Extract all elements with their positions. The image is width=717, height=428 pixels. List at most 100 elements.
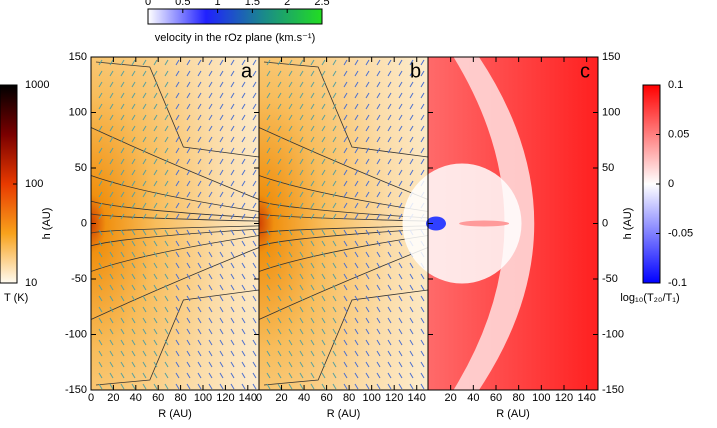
velocity-arrow <box>98 350 103 357</box>
velocity-arrow <box>120 114 125 121</box>
velocity-arrow <box>288 147 293 154</box>
velocity-arrow <box>109 339 114 346</box>
velocity-arrow <box>164 284 169 291</box>
velocity-arrow <box>252 70 257 77</box>
velocity-arrow <box>109 328 114 335</box>
velocity-arrow <box>398 92 403 99</box>
velocity-arrow <box>387 383 392 390</box>
y-tick-label: -50 <box>71 273 87 285</box>
velocity-arrow <box>343 328 348 335</box>
velocity-arrow <box>164 59 169 66</box>
velocity-arrow <box>354 103 359 110</box>
velocity-arrow <box>288 70 293 77</box>
velocity-arrow <box>332 251 337 258</box>
velocity-arrow <box>208 147 213 154</box>
velocity-arrow <box>332 284 337 291</box>
velocity-arrow <box>420 92 425 99</box>
velocity-arrow <box>230 284 235 291</box>
velocity-arrow <box>332 295 337 302</box>
velocity-arrow <box>365 202 370 209</box>
velocity-arrow <box>131 328 136 335</box>
velocity-arrow <box>153 273 158 280</box>
velocity-arrow <box>332 273 337 280</box>
velocity-arrow <box>354 295 359 302</box>
velocity-arrow <box>310 240 315 247</box>
velocity-arrow <box>343 202 348 209</box>
velocity-arrow <box>299 339 304 346</box>
x-tick-label: 60 <box>152 392 164 404</box>
velocity-arrow <box>252 361 257 368</box>
velocity-arrow <box>120 202 125 209</box>
velocity-arrow <box>343 180 348 187</box>
velocity-arrow <box>387 81 392 88</box>
velocity-arrow <box>153 147 158 154</box>
velocity-arrow <box>219 229 224 236</box>
velocity-arrow <box>266 169 271 176</box>
velocity-arrow <box>310 317 315 324</box>
velocity-arrow <box>299 229 304 236</box>
y-tick-label: -100 <box>65 328 87 340</box>
velocity-arrow <box>142 114 147 121</box>
velocity-arrow <box>109 169 114 176</box>
x-tick-label: 40 <box>467 392 479 404</box>
velocity-arrow <box>266 158 271 165</box>
velocity-arrow <box>332 70 337 77</box>
x-axis-label: R (AU) <box>158 408 192 420</box>
velocity-arrow <box>420 361 425 368</box>
velocity-arrow <box>131 213 136 220</box>
velocity-arrow <box>219 180 224 187</box>
velocity-arrow <box>266 372 271 379</box>
velocity-arrow <box>299 125 304 132</box>
velocity-arrow <box>288 59 293 66</box>
velocity-arrow <box>420 317 425 324</box>
velocity-arrow <box>241 136 246 143</box>
velocity-arrow <box>219 372 224 379</box>
velocity-arrow <box>321 273 326 280</box>
velocity-arrow <box>230 59 235 66</box>
velocity-arrow <box>153 213 158 220</box>
velocity-arrow <box>109 158 114 165</box>
velocity-arrow <box>277 284 282 291</box>
velocity-arrow <box>230 350 235 357</box>
velocity-arrow <box>241 372 246 379</box>
velocity-arrow <box>387 136 392 143</box>
velocity-arrow <box>109 372 114 379</box>
velocity-arrow <box>98 339 103 346</box>
velocity-arrow <box>153 125 158 132</box>
velocity-arrow <box>230 339 235 346</box>
y-tick-label: -150 <box>602 384 624 396</box>
x-tick-label: 0 <box>88 392 94 404</box>
velocity-arrow <box>230 317 235 324</box>
panel-label: b <box>410 60 421 82</box>
velocity-arrow <box>365 306 370 313</box>
x-tick-label: 140 <box>408 392 426 404</box>
velocity-arrow <box>266 240 271 247</box>
velocity-arrow <box>153 306 158 313</box>
velocity-arrow <box>197 372 202 379</box>
velocity-arrow <box>387 59 392 66</box>
velocity-arrow <box>409 339 414 346</box>
velocity-arrow <box>376 328 381 335</box>
velocity-arrow <box>354 147 359 154</box>
velocity-arrow <box>343 136 348 143</box>
velocity-arrow <box>164 339 169 346</box>
velocity-arrow <box>208 114 213 121</box>
velocity-arrow <box>310 213 315 220</box>
velocity-arrow <box>266 136 271 143</box>
velocity-arrow <box>310 125 315 132</box>
velocity-arrow <box>310 114 315 121</box>
velocity-arrow <box>332 103 337 110</box>
velocity-arrow <box>288 158 293 165</box>
y-tick-label: 150 <box>602 51 620 63</box>
velocity-arrow <box>109 213 114 220</box>
velocity-arrow <box>109 284 114 291</box>
velocity-arrow <box>142 70 147 77</box>
velocity-arrow <box>387 306 392 313</box>
velocity-arrow <box>266 81 271 88</box>
ratio-streak <box>459 220 510 227</box>
velocity-arrow <box>142 251 147 258</box>
velocity-arrow <box>98 361 103 368</box>
velocity-arrow <box>164 229 169 236</box>
velocity-arrow <box>376 262 381 269</box>
velocity-arrow <box>387 180 392 187</box>
